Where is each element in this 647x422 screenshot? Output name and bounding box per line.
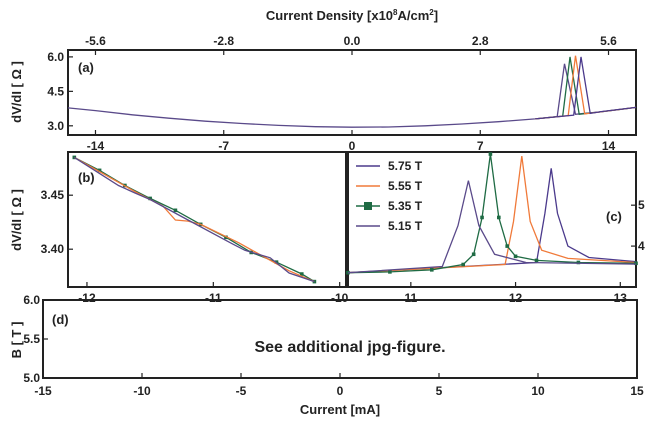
panel-c-series [346,152,638,275]
x-tick-label: -7 [218,139,229,153]
x-tick-label: 0 [349,139,356,153]
panel-a-ylabel: dV/dI [ Ω ] [9,61,24,123]
panel-b-ylabel: dV/dI [ Ω ] [9,189,24,251]
panel-b-tag: (b) [78,170,95,185]
y-tick-label: 5.5 [23,332,40,346]
right-tick-label: 4 [638,239,645,253]
top-tick-label: 5.6 [600,34,617,48]
data-point [299,272,304,276]
data-point [534,258,539,263]
y-tick-label: 4.5 [47,84,64,98]
y-tick-label: 3.0 [47,119,64,133]
x-tick-label: -5 [236,384,247,398]
legend-label: 5.35 T [388,199,423,213]
data-point [513,254,518,259]
series-line-575 [347,168,637,274]
series-line-535 [74,156,315,283]
data-point [505,244,509,248]
data-point [461,262,465,267]
panel-b-series [72,155,317,284]
x-tick-label: 11 [404,291,417,305]
series-line-515 [347,180,637,274]
panel-c-tag: (c) [606,209,622,224]
x-axis-title: Current [mA] [300,402,380,417]
x-tick-label: -12 [78,291,96,305]
panel-b-frame [67,151,347,288]
panel-b-ticks: -12 -11 -10 3.45 3.40 [41,188,349,305]
panel-a-tag: (a) [78,60,94,75]
x-tick-label: -10 [133,384,151,398]
data-point [388,270,392,274]
y-tick-label: 3.45 [41,188,65,202]
series-line-575 [535,56,637,120]
top-axis-title: Current Density [x108A/cm2] [266,8,438,23]
top-axis-ticks: -5.6 -2.8 0.0 2.8 5.6 [85,34,617,55]
x-tick-label: -10 [331,291,349,305]
legend-marker [364,202,372,210]
y-tick-label: 5.0 [23,371,40,385]
top-tick-label: 0.0 [344,34,361,48]
legend-label: 5.15 T [388,219,423,233]
panel-d-ticks: -15 -10 -5 0 5 10 15 6.0 5.5 5.0 [23,293,644,398]
data-point [480,215,484,220]
data-point [312,279,317,284]
x-tick-label: 7 [477,139,484,153]
top-tick-label: -5.6 [85,34,106,48]
data-point [97,168,102,173]
legend-label: 5.75 T [388,159,423,173]
x-tick-label: 5 [436,384,443,398]
panel-d-ylabel: B [ T ] [9,322,24,359]
panel-a-series [67,55,637,128]
y-tick-label: 3.40 [41,242,65,256]
x-tick-label: 15 [630,384,644,398]
panel-d-tag: (d) [52,312,69,327]
panel-d-note: See additional jpg-figure. [254,339,445,356]
data-point [148,196,152,201]
x-tick-label: 13 [614,291,628,305]
panel-c-frame [347,151,637,288]
data-point [429,268,434,272]
x-tick-label: 0 [337,384,344,398]
right-tick-label: 5 [638,198,645,212]
data-point [576,260,581,265]
panel-c-legend: 5.75 T 5.55 T 5.35 T 5.15 T [356,159,423,233]
data-point [471,252,476,257]
panel-a-frame [67,49,637,136]
series-line-515 [73,156,315,283]
data-point [497,215,501,220]
x-tick-label: 10 [531,384,545,398]
x-tick-label: 12 [509,291,523,305]
x-tick-label: -11 [205,291,222,305]
x-tick-label: -14 [87,139,105,153]
data-point [488,152,493,156]
panel-a-ticks: -14 -7 0 7 14 6.0 4.5 3.0 [47,50,615,153]
top-tick-label: 2.8 [472,34,489,48]
series-line-555 [347,156,637,274]
data-point [224,235,228,240]
legend-label: 5.55 T [388,179,423,193]
panel-c-ticks: 11 12 13 5 4 [404,198,645,305]
x-tick-label: -15 [34,384,52,398]
data-point [634,261,638,266]
y-tick-label: 6.0 [47,50,64,64]
y-tick-label: 6.0 [23,293,40,307]
data-point [173,208,178,213]
x-tick-label: 14 [602,139,616,153]
top-tick-label: -2.8 [213,34,234,48]
